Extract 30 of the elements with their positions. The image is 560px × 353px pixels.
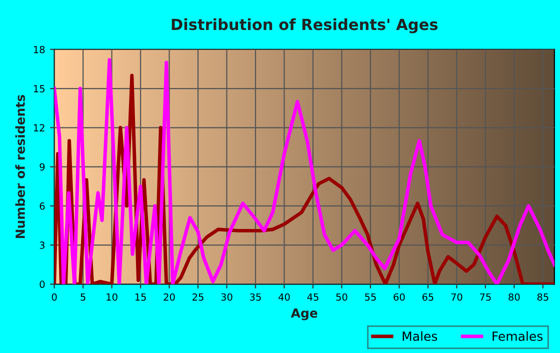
x-tick-label: 0 xyxy=(52,293,57,301)
y-tick-label: 3 xyxy=(40,242,45,249)
x-tick-label: 10 xyxy=(106,293,118,301)
x-tick-label: 60 xyxy=(394,293,405,301)
y-tick-label: 6 xyxy=(40,202,45,210)
x-tick-label: 80 xyxy=(508,293,520,301)
y-axis-title: Number of residents xyxy=(15,94,25,238)
x-tick-label: 55 xyxy=(365,293,376,301)
x-tick-label: 25 xyxy=(192,293,204,301)
x-tick-label: 15 xyxy=(135,293,146,301)
legend-label: Males xyxy=(402,331,438,341)
y-tick-label: 9 xyxy=(40,163,45,171)
y-tick-label: 0 xyxy=(40,280,45,288)
x-tick-label: 75 xyxy=(480,293,491,301)
x-axis-title: Age xyxy=(290,308,318,320)
y-tick-label: 15 xyxy=(34,85,44,92)
x-tick-label: 35 xyxy=(250,293,261,301)
x-tick-label: 40 xyxy=(278,293,290,301)
chart-title: Distribution of Residents' Ages xyxy=(172,18,438,34)
x-tick-label: 30 xyxy=(221,293,232,301)
x-tick-label: 5 xyxy=(80,293,86,301)
x-tick-label: 70 xyxy=(451,293,462,301)
x-tick-label: 20 xyxy=(164,293,175,301)
x-tick-label: 85 xyxy=(537,293,548,301)
x-tick-label: 50 xyxy=(336,293,348,301)
x-tick-label: 65 xyxy=(422,293,434,301)
y-tick-label: 12 xyxy=(34,124,44,132)
x-tick-label: 45 xyxy=(307,293,318,301)
legend-label: Females xyxy=(492,331,543,341)
y-tick-label: 18 xyxy=(34,46,45,54)
